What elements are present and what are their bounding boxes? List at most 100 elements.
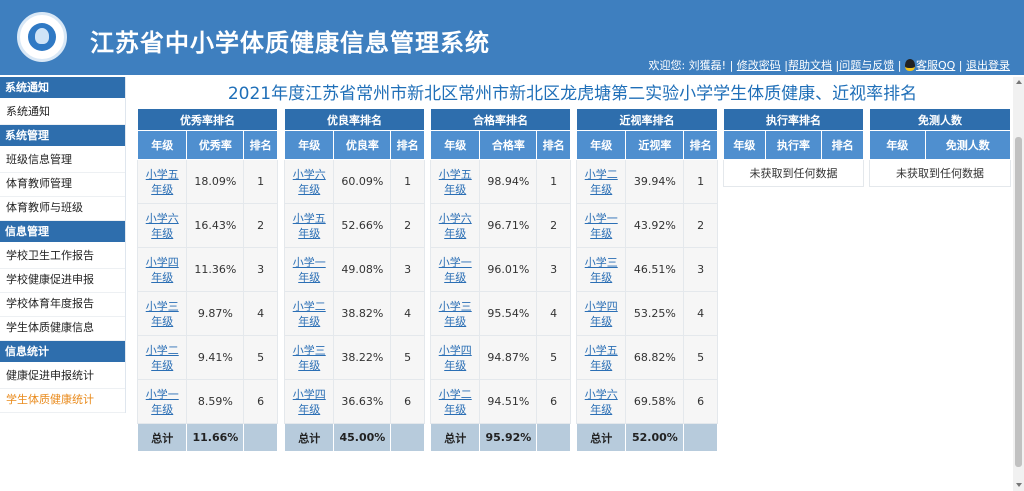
- grade-link[interactable]: 小学六 年级: [145, 211, 179, 240]
- grade-link[interactable]: 小学六 年级: [584, 387, 618, 416]
- grade-link[interactable]: 小学三 年级: [145, 299, 179, 328]
- sidebar-item-health-promotion[interactable]: 学校健康促进申报: [0, 269, 125, 293]
- sidebar-item-fitness-stats[interactable]: 学生体质健康统计: [0, 389, 125, 413]
- grade-link[interactable]: 小学一 年级: [145, 387, 179, 416]
- grade-link[interactable]: 小学二 年级: [584, 167, 618, 196]
- rate-cell: 8.59%: [186, 379, 245, 424]
- total-value: 11.66%: [186, 423, 245, 452]
- grade-link[interactable]: 小学五 年级: [292, 211, 326, 240]
- grade-link[interactable]: 小学一 年级: [584, 211, 618, 240]
- scroll-up-icon[interactable]: [1016, 80, 1022, 84]
- sidebar-section-info[interactable]: 信息管理: [0, 221, 125, 242]
- rank-cell: 1: [390, 159, 425, 204]
- rate-cell: 94.87%: [479, 335, 538, 380]
- rank-cell: 6: [536, 379, 571, 424]
- table-row: 小学五 年级 52.66% 2: [283, 203, 425, 248]
- rank-cell: 4: [243, 291, 278, 336]
- grade-link[interactable]: 小学四 年级: [292, 387, 326, 416]
- grade-link[interactable]: 小学四 年级: [584, 299, 618, 328]
- table-row: 小学二 年级 39.94% 1: [575, 159, 718, 204]
- rate-cell: 52.66%: [333, 203, 392, 248]
- rank-cell: 4: [683, 291, 718, 336]
- scrollbar-thumb[interactable]: [1015, 137, 1022, 467]
- rate-cell: 53.25%: [625, 291, 685, 336]
- rank-cell: 1: [243, 159, 278, 204]
- grade-link[interactable]: 小学二 年级: [438, 387, 472, 416]
- rate-cell: 96.71%: [479, 203, 538, 248]
- rank-cell: 3: [536, 247, 571, 292]
- grade-link[interactable]: 小学三 年级: [292, 343, 326, 372]
- col-header-rank: 排名: [821, 130, 864, 160]
- table-row: 小学四 年级 36.63% 6: [283, 379, 425, 424]
- total-value: 45.00%: [333, 423, 392, 452]
- sidebar-item-teacher-class[interactable]: 体育教师与班级: [0, 197, 125, 221]
- feedback-link[interactable]: 问题与反馈: [839, 59, 895, 72]
- grade-link[interactable]: 小学二 年级: [145, 343, 179, 372]
- col-header-exempt-count: 免测人数: [924, 130, 1012, 160]
- sidebar-item-pe-teacher[interactable]: 体育教师管理: [0, 173, 125, 197]
- table-row: 小学一 年级 49.08% 3: [283, 247, 425, 292]
- grade-link[interactable]: 小学五 年级: [145, 167, 179, 196]
- vertical-scrollbar[interactable]: [1013, 77, 1024, 491]
- rate-cell: 69.58%: [625, 379, 685, 424]
- rate-cell: 60.09%: [333, 159, 392, 204]
- rank-cell: 6: [243, 379, 278, 424]
- rank-cell: 4: [536, 291, 571, 336]
- rank-cell: 5: [683, 335, 718, 380]
- grade-link[interactable]: 小学六 年级: [438, 211, 472, 240]
- change-password-link[interactable]: 修改密码: [736, 59, 781, 72]
- user-bar: 欢迎您: 刘獲磊! | 修改密码 |帮助文档 |问题与反馈 | 客服QQ | 退…: [648, 59, 1010, 72]
- grade-link[interactable]: 小学四 年级: [145, 255, 179, 284]
- rank-cell: 2: [536, 203, 571, 248]
- col-header-rank: 排名: [390, 130, 425, 160]
- rank-cell: 1: [683, 159, 718, 204]
- total-label: 总计: [136, 423, 188, 452]
- col-header-grade: 年级: [723, 130, 766, 160]
- grade-link[interactable]: 小学六 年级: [292, 167, 326, 196]
- rate-cell: 95.54%: [479, 291, 538, 336]
- sidebar-item-promotion-stats[interactable]: 健康促进申报统计: [0, 365, 125, 389]
- table-row: 小学六 年级 60.09% 1: [283, 159, 425, 204]
- help-docs-link[interactable]: 帮助文档: [788, 59, 833, 72]
- total-row: 总计 45.00%: [283, 423, 425, 452]
- rank-cell: 3: [390, 247, 425, 292]
- rank-cell: 3: [683, 247, 718, 292]
- table-row: 小学三 年级 46.51% 3: [575, 247, 718, 292]
- scroll-down-icon[interactable]: [1016, 483, 1022, 487]
- rank-cell: 1: [536, 159, 571, 204]
- grade-link[interactable]: 小学二 年级: [292, 299, 326, 328]
- sidebar-item-health-report[interactable]: 学校卫生工作报告: [0, 245, 125, 269]
- rank-cell: 5: [390, 335, 425, 380]
- sidebar-item-student-fitness-info[interactable]: 学生体质健康信息: [0, 317, 125, 341]
- col-header-grade: 年级: [429, 130, 481, 160]
- grade-link[interactable]: 小学五 年级: [584, 343, 618, 372]
- sidebar-item-pe-annual-report[interactable]: 学校体育年度报告: [0, 293, 125, 317]
- table-row: 小学六 年级 69.58% 6: [575, 379, 718, 424]
- col-header-rate: 优秀率: [186, 130, 245, 160]
- excellent-rate-table: 优秀率排名 年级 优秀率 排名 小学五 年级 18.09% 1 小学六 年级 16.43%…: [136, 108, 278, 452]
- sidebar-section-stats[interactable]: 信息统计: [0, 341, 125, 362]
- grade-link[interactable]: 小学五 年级: [438, 167, 472, 196]
- table-row: 小学六 年级 16.43% 2: [136, 203, 278, 248]
- grade-link[interactable]: 小学三 年级: [438, 299, 472, 328]
- table-row: 小学二 年级 9.41% 5: [136, 335, 278, 380]
- sidebar-section-notice[interactable]: 系统通知: [0, 77, 125, 98]
- myopia-rate-table: 近视率排名 年级 近视率 排名 小学二 年级 39.94% 1 小学一 年级 43.92%…: [575, 108, 718, 452]
- rate-cell: 96.01%: [479, 247, 538, 292]
- grade-link[interactable]: 小学三 年级: [584, 255, 618, 284]
- total-value: 95.92%: [479, 423, 538, 452]
- grade-link[interactable]: 小学一 年级: [292, 255, 326, 284]
- page-title: 2021年度江苏省常州市新北区常州市新北区龙虎塘第二实验小学学生体质健康、近视率…: [227, 84, 918, 104]
- grade-link[interactable]: 小学四 年级: [438, 343, 472, 372]
- execution-rate-table: 执行率排名 年级 执行率 排名 未获取到任何数据: [723, 108, 864, 187]
- qq-service-link[interactable]: 客服QQ: [915, 59, 956, 72]
- sidebar-item-class-info[interactable]: 班级信息管理: [0, 149, 125, 173]
- total-row: 总计 11.66%: [136, 423, 278, 452]
- rank-cell: 3: [243, 247, 278, 292]
- table-row: 小学一 年级 43.92% 2: [575, 203, 718, 248]
- sidebar-section-system[interactable]: 系统管理: [0, 125, 125, 146]
- table-row: 小学四 年级 53.25% 4: [575, 291, 718, 336]
- grade-link[interactable]: 小学一 年级: [438, 255, 472, 284]
- sidebar-item-system-notice[interactable]: 系统通知: [0, 101, 125, 125]
- logout-link[interactable]: 退出登录: [966, 59, 1010, 72]
